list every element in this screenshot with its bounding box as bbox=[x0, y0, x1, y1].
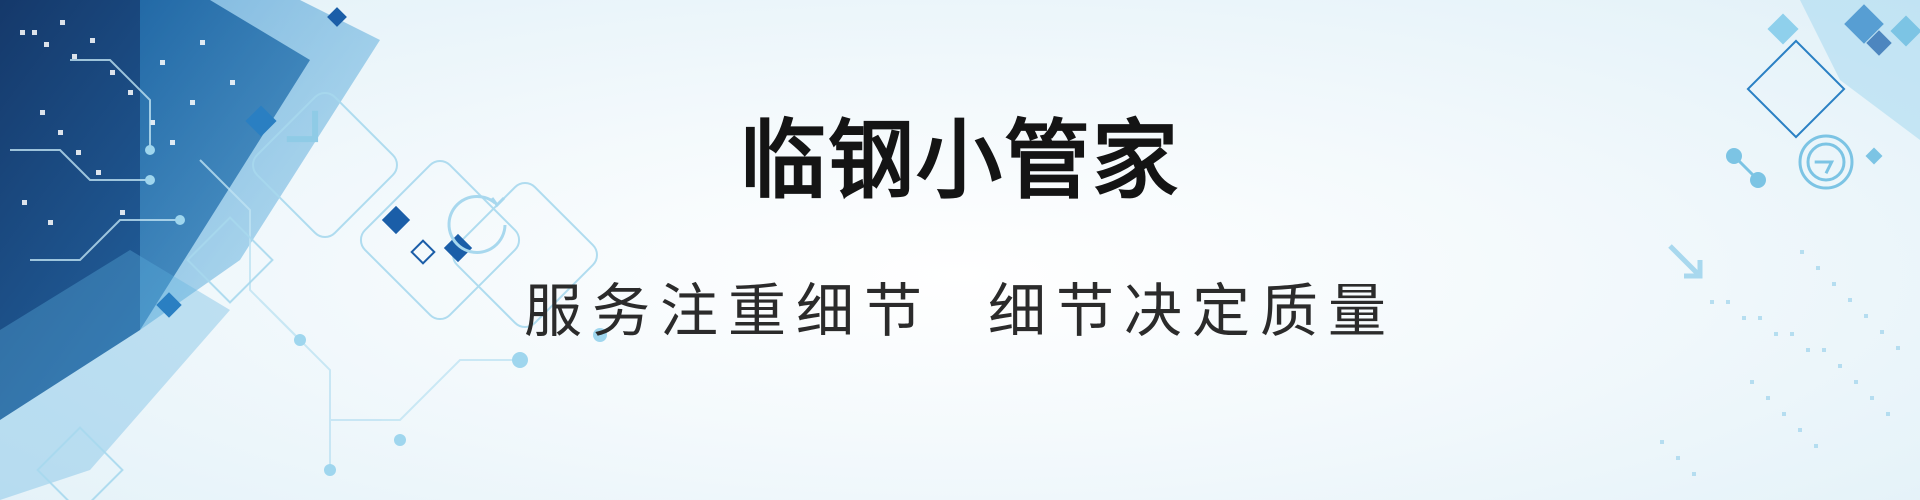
diagonal-arrow-icon bbox=[1668, 244, 1703, 279]
circuit-traces bbox=[10, 59, 520, 470]
circle-arrow-icon bbox=[1798, 134, 1854, 190]
slogan-part-2: 细节决定质量 bbox=[988, 277, 1397, 345]
light-corner-band bbox=[1800, 0, 1920, 140]
banner-slogan: 服务注重细节 细节决定质量 bbox=[0, 282, 1920, 340]
right-nodes bbox=[1726, 148, 1766, 188]
circuit-decoration-right bbox=[1660, 0, 1920, 476]
slogan-part-1: 服务注重细节 bbox=[523, 277, 932, 345]
circuit-decoration-left bbox=[0, 0, 607, 500]
banner-title: 临钢小管家 bbox=[740, 110, 1180, 211]
trace-nodes bbox=[145, 145, 607, 476]
arrow-icon bbox=[286, 110, 319, 143]
pixel-dots bbox=[20, 20, 235, 225]
refresh-icon bbox=[447, 195, 507, 254]
pixel-grid bbox=[1660, 250, 1900, 476]
